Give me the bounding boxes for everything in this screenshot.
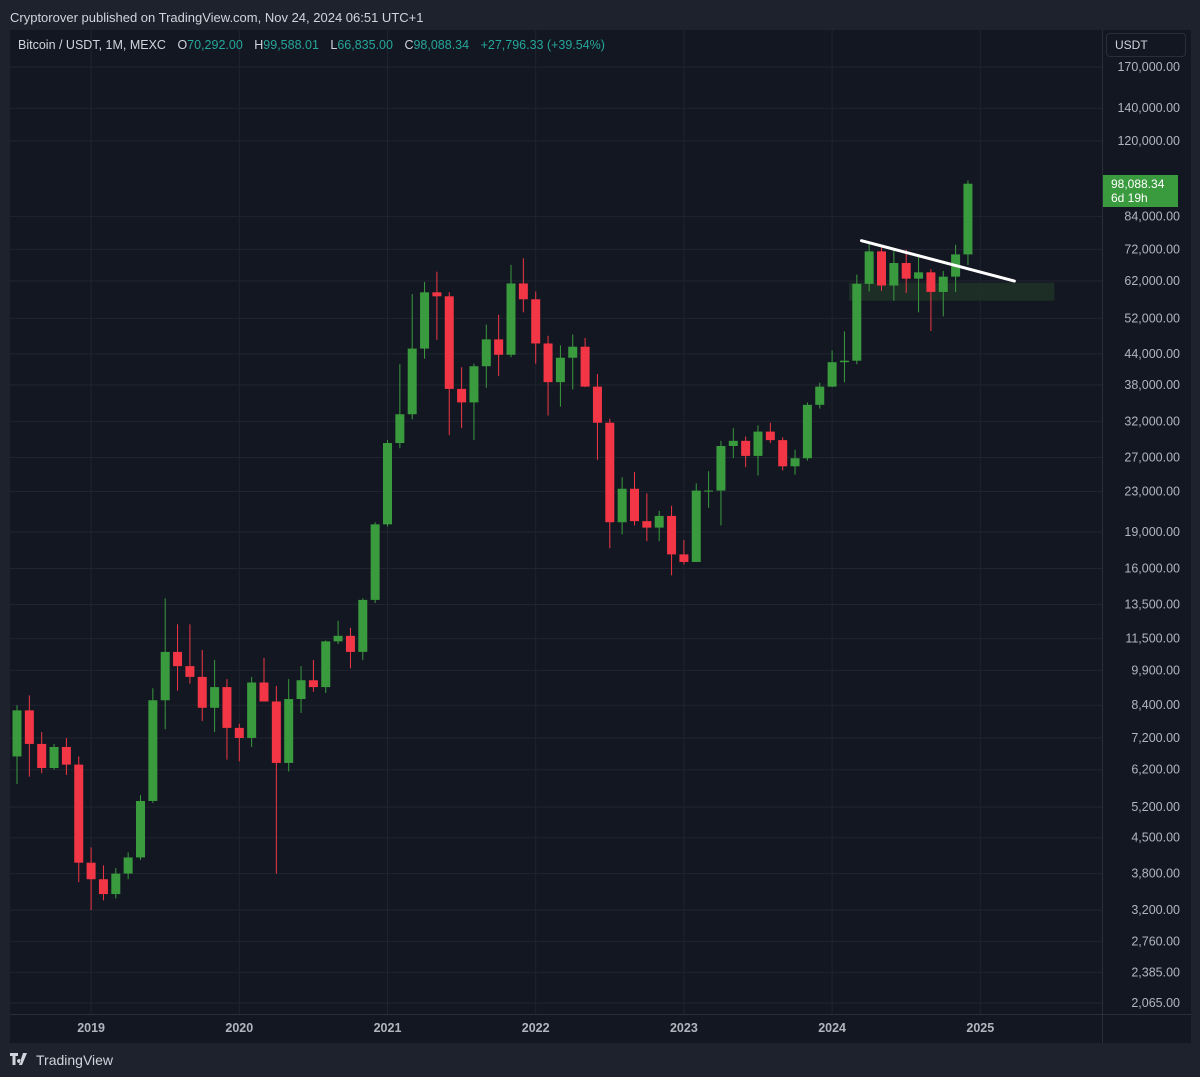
chart-pane[interactable]	[10, 30, 1102, 1014]
currency-button[interactable]: USDT	[1106, 33, 1186, 57]
change-value: +27,796.33 (+39.54%)	[480, 38, 605, 52]
brand-name: TradingView	[36, 1052, 114, 1068]
time-axis[interactable]	[10, 1014, 1102, 1043]
axis-corner	[1102, 1014, 1191, 1043]
low-label: L	[330, 38, 338, 52]
high-label: H	[254, 38, 264, 52]
bar-countdown: 6d 19h	[1111, 191, 1148, 205]
open-label: O	[177, 38, 188, 52]
symbol-legend: Bitcoin / USDT, 1M, MEXC O70,292.00 H99,…	[18, 38, 605, 52]
tradingview-logo-icon	[10, 1052, 30, 1068]
low-value: 66,835.00	[337, 38, 393, 52]
symbol-name: Bitcoin / USDT, 1M, MEXC	[18, 38, 166, 52]
current-price-badge: 98,088.34 6d 19h	[1103, 175, 1178, 207]
close-label: C	[404, 38, 414, 52]
footer-brand[interactable]: TradingView	[10, 1050, 113, 1070]
high-value: 99,588.01	[263, 38, 319, 52]
close-value: 98,088.34	[413, 38, 470, 52]
current-price-value: 98,088.34	[1111, 177, 1165, 191]
publish-header: Cryptorover published on TradingView.com…	[0, 0, 1200, 30]
open-value: 70,292.00	[187, 38, 243, 52]
published-info: Cryptorover published on TradingView.com…	[10, 10, 424, 25]
